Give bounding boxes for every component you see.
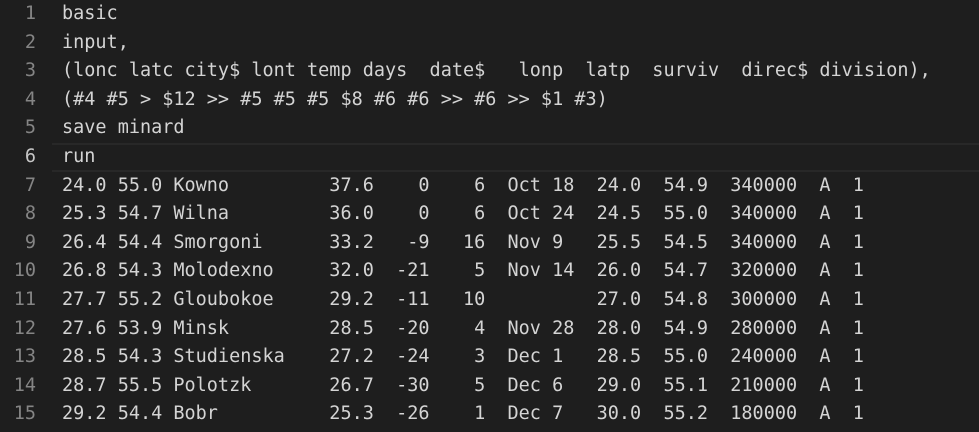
code-text[interactable]: 27.6 53.9 Minsk 28.5 -20 4 Nov 28 28.0 5…: [62, 317, 864, 339]
line-number: 2: [24, 31, 36, 53]
code-text[interactable]: 27.7 55.2 Gloubokoe 29.2 -11 10 27.0 54.…: [62, 288, 864, 310]
code-line[interactable]: 7 24.0 55.0 Kowno 37.6 0 6 Oct 18 24.0 5…: [0, 172, 979, 201]
line-number: 5: [24, 117, 36, 139]
code-line[interactable]: 13 28.5 54.3 Studienska 27.2 -24 3 Dec 1…: [0, 343, 979, 372]
code-line[interactable]: 11 27.7 55.2 Gloubokoe 29.2 -11 10 27.0 …: [0, 286, 979, 315]
line-number: 14: [13, 374, 36, 396]
line-number: 3: [24, 60, 36, 82]
code-line[interactable]: 3 (lonc latc city$ lont temp days date$ …: [0, 57, 979, 86]
code-text[interactable]: 26.4 54.4 Smorgoni 33.2 -9 16 Nov 9 25.5…: [62, 231, 864, 253]
line-number: 8: [24, 203, 36, 225]
code-text[interactable]: 24.0 55.0 Kowno 37.6 0 6 Oct 18 24.0 54.…: [62, 174, 864, 196]
line-number: 10: [13, 260, 36, 282]
line-number: 15: [13, 403, 36, 425]
code-text[interactable]: (#4 #5 > $12 >> #5 #5 #5 $8 #6 #6 >> #6 …: [62, 88, 608, 110]
code-line[interactable]: 2 input,: [0, 29, 979, 58]
line-number: 9: [24, 231, 36, 253]
line-number: 6: [24, 145, 36, 167]
code-text[interactable]: save minard: [62, 117, 185, 139]
code-line[interactable]: 14 28.7 55.5 Polotzk 26.7 -30 5 Dec 6 29…: [0, 372, 979, 401]
line-number: 4: [24, 88, 36, 110]
code-line[interactable]: 8 25.3 54.7 Wilna 36.0 0 6 Oct 24 24.5 5…: [0, 200, 979, 229]
code-text[interactable]: 28.5 54.3 Studienska 27.2 -24 3 Dec 1 28…: [62, 346, 864, 368]
code-text[interactable]: 26.8 54.3 Molodexno 32.0 -21 5 Nov 14 26…: [62, 260, 864, 282]
code-line[interactable]: 10 26.8 54.3 Molodexno 32.0 -21 5 Nov 14…: [0, 257, 979, 286]
code-line[interactable]: 5 save minard: [0, 114, 979, 143]
code-text[interactable]: run: [62, 145, 96, 167]
code-text[interactable]: 29.2 54.4 Bobr 25.3 -26 1 Dec 7 30.0 55.…: [62, 403, 864, 425]
code-text[interactable]: basic: [62, 3, 118, 24]
code-text[interactable]: (lonc latc city$ lont temp days date$ lo…: [62, 60, 931, 82]
code-line[interactable]: 1 basic: [0, 0, 979, 29]
line-number: 7: [24, 174, 36, 196]
line-number: 1: [24, 3, 36, 24]
code-line[interactable]: 15 29.2 54.4 Bobr 25.3 -26 1 Dec 7 30.0 …: [0, 400, 979, 429]
code-text[interactable]: 28.7 55.5 Polotzk 26.7 -30 5 Dec 6 29.0 …: [62, 374, 864, 396]
code-line[interactable]: 9 26.4 54.4 Smorgoni 33.2 -9 16 Nov 9 25…: [0, 229, 979, 258]
line-number: 12: [13, 317, 36, 339]
line-number: 13: [13, 346, 36, 368]
code-text[interactable]: 25.3 54.7 Wilna 36.0 0 6 Oct 24 24.5 55.…: [62, 203, 864, 225]
line-number: 11: [13, 288, 36, 310]
code-text[interactable]: input,: [62, 31, 129, 53]
code-line[interactable]: 4 (#4 #5 > $12 >> #5 #5 #5 $8 #6 #6 >> #…: [0, 86, 979, 115]
code-line[interactable]: 12 27.6 53.9 Minsk 28.5 -20 4 Nov 28 28.…: [0, 315, 979, 344]
current-code-line[interactable]: 6 run: [0, 142, 979, 172]
